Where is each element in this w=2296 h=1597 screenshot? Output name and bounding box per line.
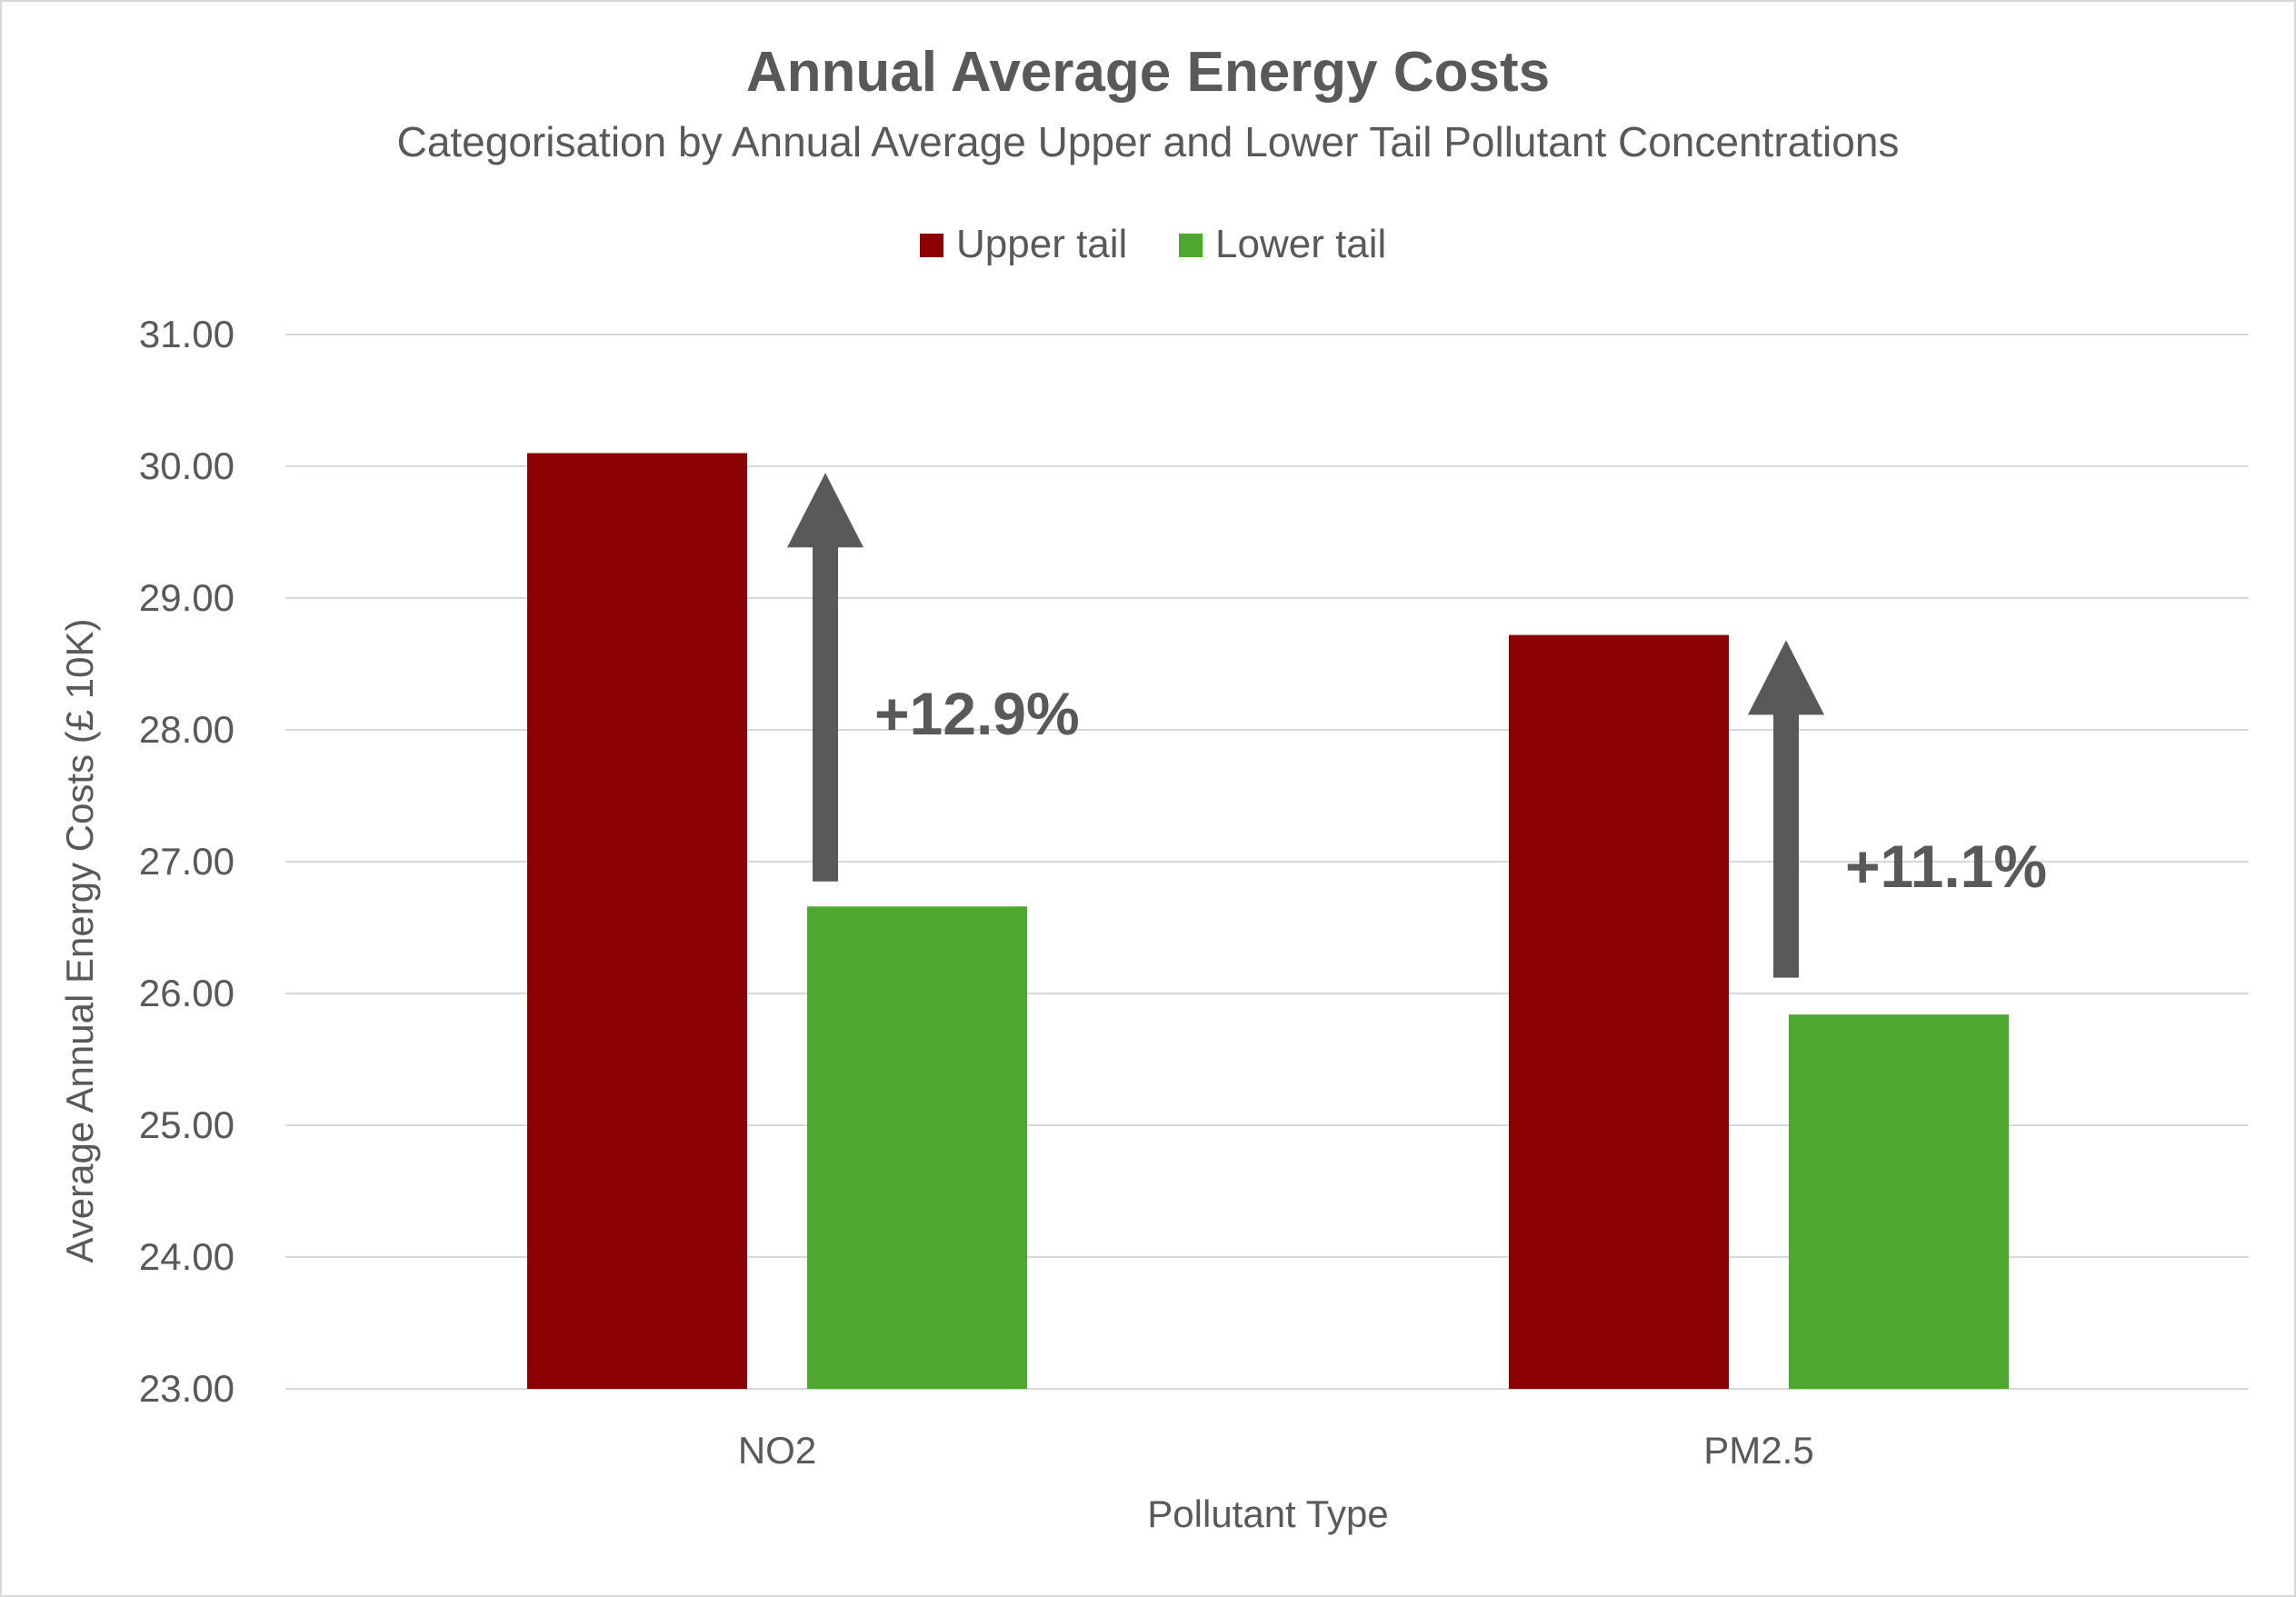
- y-tick-label: 29.00: [139, 576, 235, 619]
- x-tick-label: PM2.5: [1703, 1429, 1813, 1472]
- x-axis-label: Pollutant Type: [1147, 1492, 1388, 1535]
- bar-upper-0: [527, 453, 747, 1389]
- percent-increase-label: +11.1%: [1845, 833, 2047, 900]
- bars: [527, 453, 2009, 1389]
- increase-arrow-icon: [787, 473, 863, 882]
- bar-lower-1: [1789, 1014, 2009, 1389]
- y-tick-label: 30.00: [139, 444, 235, 487]
- bar-lower-0: [807, 906, 1027, 1389]
- y-tick-label: 23.00: [139, 1367, 235, 1410]
- increase-arrow-icon: [1748, 640, 1824, 978]
- bar-upper-1: [1509, 634, 1729, 1389]
- y-tick-label: 28.00: [139, 708, 235, 751]
- annotations: +12.9% +11.1%: [787, 473, 2047, 978]
- x-tick-label: NO2: [738, 1429, 816, 1472]
- y-axis-ticks: 23.00 24.00 25.00 26.00 27.00 28.00 29.00 30.00…: [139, 313, 235, 1410]
- y-axis-label: Average Annual Energy Costs (£ 10K): [58, 619, 101, 1263]
- legend: Upper tail Lower tail: [920, 222, 1386, 266]
- y-tick-label: 27.00: [139, 840, 235, 883]
- y-tick-label: 26.00: [139, 972, 235, 1014]
- y-tick-label: 24.00: [139, 1235, 235, 1278]
- legend-swatch: [1179, 234, 1203, 257]
- legend-swatch: [920, 234, 943, 257]
- legend-label: Upper tail: [956, 222, 1127, 266]
- x-axis-ticks: NO2 PM2.5: [738, 1429, 1814, 1472]
- percent-increase-label: +12.9%: [874, 680, 1080, 747]
- chart-title: Annual Average Energy Costs: [746, 41, 1550, 104]
- y-tick-label: 31.00: [139, 313, 235, 355]
- chart-subtitle: Categorisation by Annual Average Upper a…: [397, 118, 1900, 165]
- legend-label: Lower tail: [1215, 222, 1386, 266]
- y-tick-label: 25.00: [139, 1103, 235, 1146]
